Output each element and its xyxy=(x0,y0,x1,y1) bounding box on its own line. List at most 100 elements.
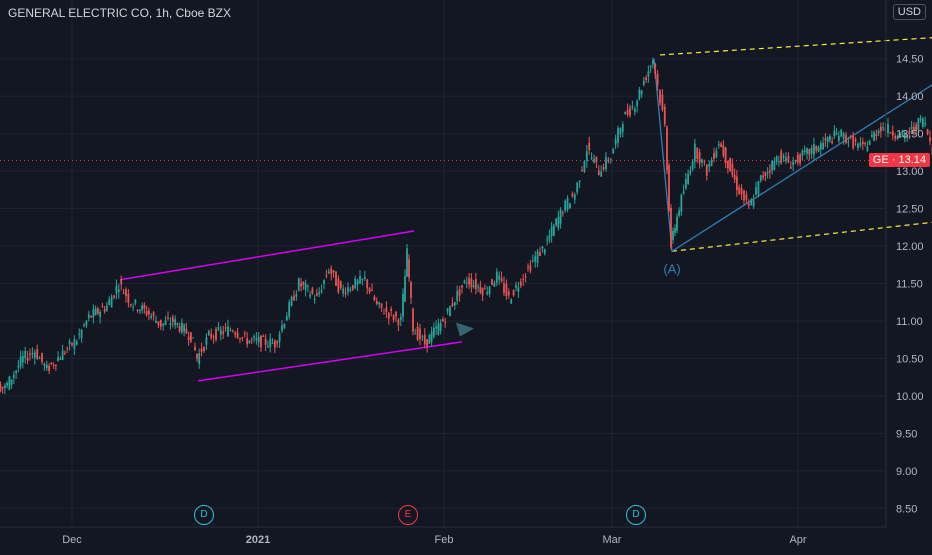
candle-body xyxy=(442,319,444,321)
candle-body xyxy=(801,151,803,156)
y-tick-label: 9.50 xyxy=(896,428,917,440)
candle-body xyxy=(305,284,307,290)
candle-body xyxy=(48,366,50,371)
candle-body xyxy=(489,287,491,294)
candle-body xyxy=(852,136,854,148)
candle-body xyxy=(414,333,416,334)
candle-body xyxy=(811,148,813,154)
candle-body xyxy=(598,170,600,175)
candle-body xyxy=(890,133,892,134)
candle-body xyxy=(461,285,463,287)
candle-body xyxy=(181,323,183,333)
candle-body xyxy=(620,128,622,135)
candle-body xyxy=(286,316,288,320)
candle-body xyxy=(822,143,824,150)
candle-body xyxy=(134,300,136,304)
candle-body xyxy=(551,227,553,236)
candle-body xyxy=(390,309,392,311)
candle-body xyxy=(662,94,664,110)
candle-body xyxy=(298,278,300,290)
candle-body xyxy=(778,161,780,162)
candle-body xyxy=(738,187,740,194)
candle-body xyxy=(260,336,262,348)
candle-body xyxy=(239,338,241,339)
candle-body xyxy=(46,365,48,368)
wedge-upper-line xyxy=(120,231,414,280)
candle-body xyxy=(718,144,720,146)
candle-body xyxy=(424,335,426,345)
candle-body xyxy=(833,131,835,137)
candle-body xyxy=(276,341,278,343)
candle-body xyxy=(130,304,132,305)
dividend-event-icon[interactable]: D xyxy=(194,505,214,525)
candle-body xyxy=(167,318,169,319)
candle-body xyxy=(437,324,439,335)
candle-body xyxy=(843,133,845,138)
earnings-event-icon[interactable]: E xyxy=(398,505,418,525)
candle-body xyxy=(569,203,571,208)
candle-body xyxy=(262,336,264,337)
candle-body xyxy=(359,276,361,283)
candle-body xyxy=(887,124,889,133)
candle-body xyxy=(371,290,373,291)
candle-body xyxy=(242,337,244,338)
candle-body xyxy=(66,348,68,349)
candle-body xyxy=(596,156,598,162)
candle-body xyxy=(600,171,602,176)
candle-body xyxy=(701,159,703,162)
price-series xyxy=(0,33,932,492)
breakout-marker xyxy=(456,322,474,336)
candle-body xyxy=(220,330,222,335)
candle-body xyxy=(300,283,302,286)
candle-body xyxy=(362,279,364,280)
candle-body xyxy=(272,343,274,344)
candle-body xyxy=(608,159,610,161)
candle-body xyxy=(333,270,335,272)
candle-body xyxy=(813,144,815,155)
candle-body xyxy=(34,352,36,357)
candle-body xyxy=(864,143,866,144)
candle-body xyxy=(57,357,59,361)
y-tick-label: 11.50 xyxy=(896,278,923,290)
candle-body xyxy=(296,294,298,296)
candle-body xyxy=(484,288,486,289)
candle-body xyxy=(302,282,304,285)
candle-body xyxy=(762,176,764,178)
candle-body xyxy=(318,292,320,294)
candle-body xyxy=(20,357,22,367)
candle-body xyxy=(929,137,931,141)
candle-body xyxy=(678,210,680,215)
candle-body xyxy=(727,161,729,168)
candle-body xyxy=(232,331,234,332)
dividend-event-icon[interactable]: D xyxy=(626,505,646,525)
y-tick-label: 11.00 xyxy=(896,316,923,328)
candle-body xyxy=(922,119,924,127)
candle-body xyxy=(622,124,624,132)
candle-body xyxy=(647,71,649,76)
candle-body xyxy=(584,161,586,172)
currency-button[interactable]: USD xyxy=(893,4,926,20)
candle-body xyxy=(198,353,200,364)
candle-body xyxy=(17,366,19,368)
candle-body xyxy=(645,78,647,80)
candle-body xyxy=(783,156,785,158)
candle-body xyxy=(449,306,451,316)
candle-body xyxy=(491,279,493,284)
candle-body xyxy=(871,135,873,137)
candle-body xyxy=(804,150,806,152)
candle-body xyxy=(428,335,430,344)
candle-body xyxy=(482,288,484,295)
candle-body xyxy=(88,314,90,318)
candle-body xyxy=(15,371,17,373)
candle-body xyxy=(548,236,550,240)
candle-body xyxy=(406,248,408,276)
candle-body xyxy=(452,304,454,306)
candle-body xyxy=(479,287,481,293)
candle-body xyxy=(546,240,548,241)
candle-body xyxy=(86,321,88,326)
candle-body xyxy=(643,81,645,85)
candle-body xyxy=(253,336,255,338)
candle-body xyxy=(729,158,731,171)
